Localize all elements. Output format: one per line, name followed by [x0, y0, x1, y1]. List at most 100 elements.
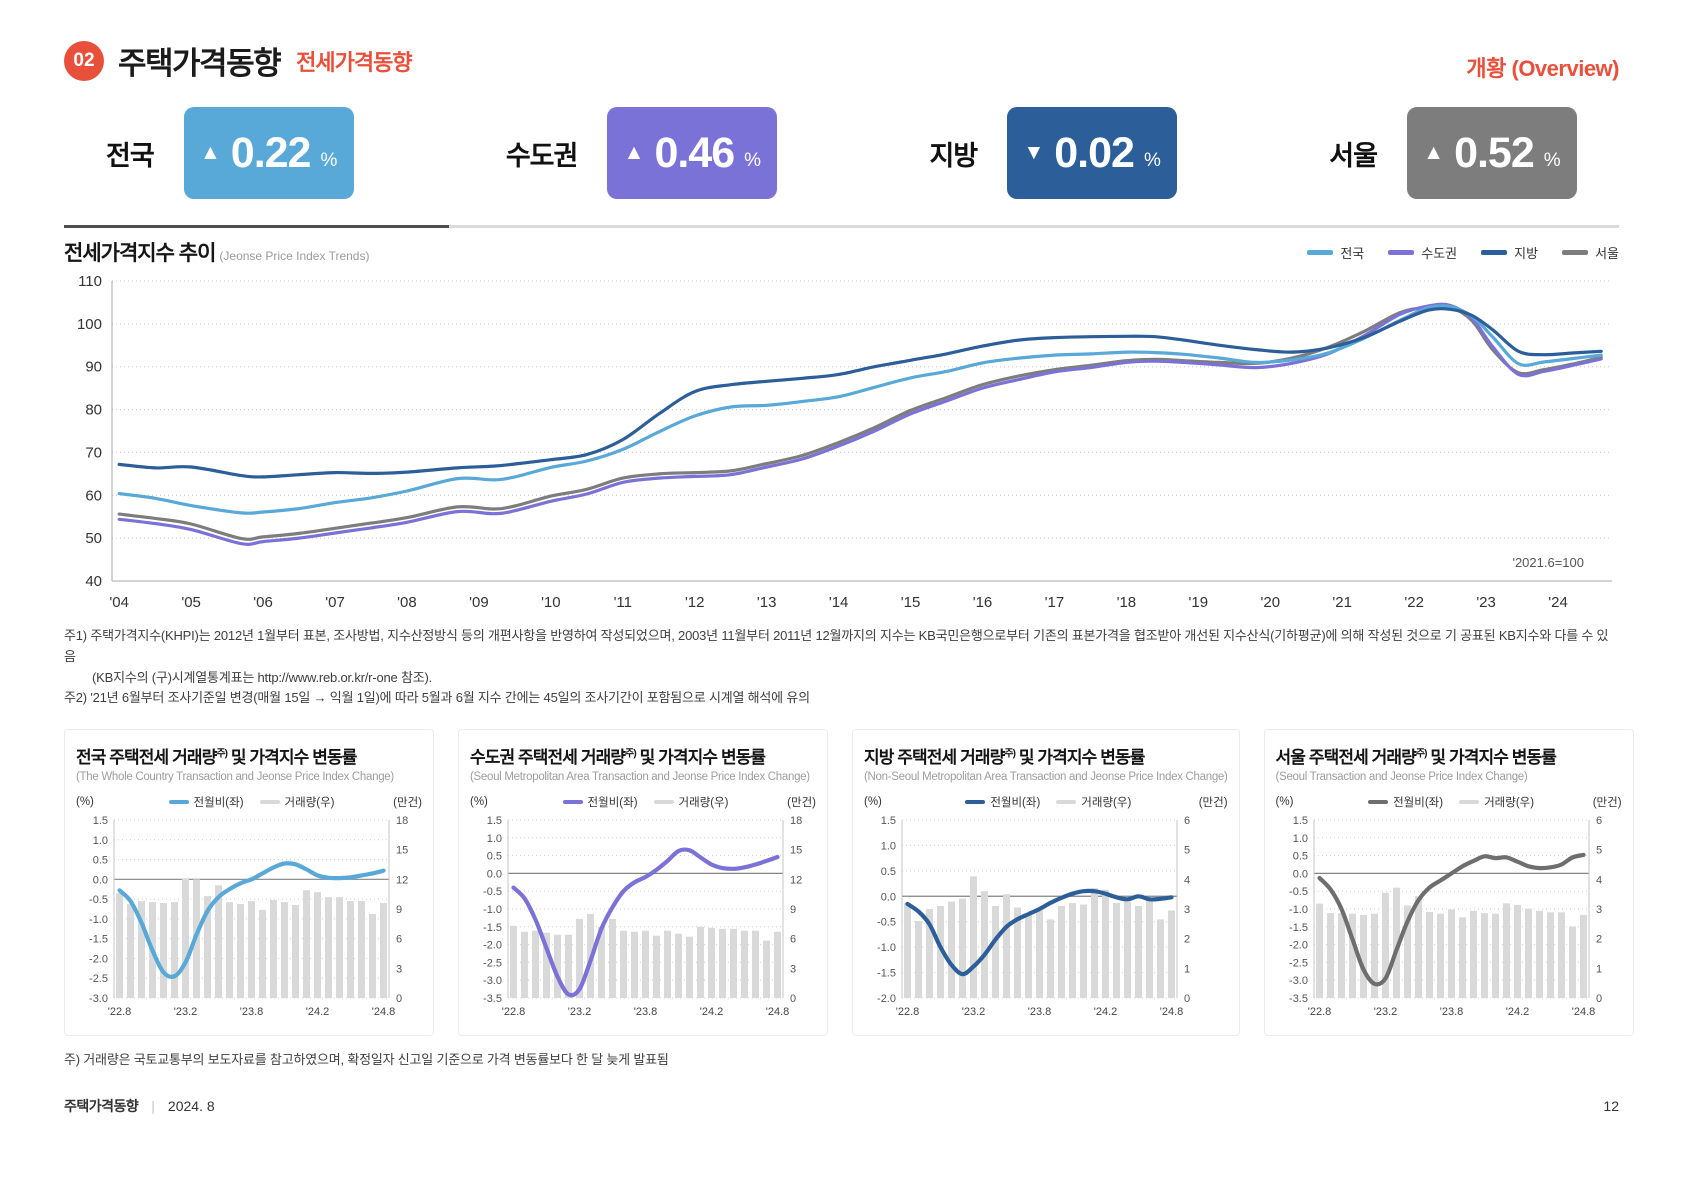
- percent-unit: %: [1143, 150, 1161, 171]
- svg-text:12: 12: [790, 875, 802, 887]
- svg-text:'22: '22: [1404, 594, 1424, 611]
- legend-item-bar: 거래량(우): [1056, 794, 1131, 810]
- svg-text:'24.2: '24.2: [1094, 1006, 1118, 1018]
- svg-text:'24.2: '24.2: [700, 1006, 724, 1018]
- svg-text:'10: '10: [541, 594, 561, 611]
- svg-text:-2.0: -2.0: [877, 993, 896, 1005]
- svg-text:'18: '18: [1117, 594, 1137, 611]
- mini-panel-national: 전국 주택전세 거래량주) 및 가격지수 변동률 (The Whole Coun…: [64, 729, 434, 1037]
- mini-legend: (%) 전월비(좌) 거래량(우) (만건): [864, 794, 1228, 810]
- svg-text:6: 6: [790, 934, 796, 946]
- svg-text:1.5: 1.5: [93, 815, 108, 827]
- svg-text:-1.0: -1.0: [483, 904, 502, 916]
- line-swatch-icon: [168, 800, 189, 805]
- svg-text:90: 90: [85, 359, 102, 376]
- stat-value-box: ▲ 0.22 %: [183, 107, 354, 199]
- header-left: 02 주택가격동향 전세가격동향: [64, 38, 413, 83]
- svg-text:-3.0: -3.0: [1289, 975, 1308, 987]
- svg-text:'23.2: '23.2: [174, 1006, 198, 1018]
- svg-text:0.5: 0.5: [1292, 851, 1307, 863]
- svg-text:'22.8: '22.8: [502, 1006, 526, 1018]
- mini-subtitle: (Seoul Metropolitan Area Transaction and…: [470, 771, 810, 784]
- svg-text:0.5: 0.5: [881, 866, 896, 878]
- line-swatch-icon: [562, 800, 583, 805]
- bar-swatch-icon: [1056, 800, 1077, 805]
- stat-value-box: ▲ 0.52 %: [1406, 107, 1577, 199]
- left-axis-unit: (%): [1275, 796, 1294, 809]
- mini-panel-provincial: 지방 주택전세 거래량주) 및 가격지수 변동률 (Non-Seoul Metr…: [852, 729, 1240, 1037]
- svg-text:12: 12: [396, 875, 408, 887]
- svg-text:-0.5: -0.5: [483, 886, 502, 898]
- svg-text:'2021.6=100: '2021.6=100: [1512, 555, 1584, 570]
- svg-text:6: 6: [396, 934, 402, 946]
- left-axis-unit: (%): [864, 796, 882, 809]
- svg-text:100: 100: [77, 316, 102, 333]
- footer-date: 2024. 8: [167, 1098, 215, 1115]
- stat-label: 수도권: [505, 140, 579, 171]
- section-number-badge: 02: [64, 40, 104, 81]
- svg-text:6: 6: [1184, 815, 1190, 827]
- legend-item: 서울: [1562, 243, 1619, 262]
- svg-text:'16: '16: [973, 594, 993, 611]
- legend-swatch-icon: [1481, 249, 1508, 255]
- svg-text:'09: '09: [469, 594, 489, 611]
- svg-text:110: 110: [78, 273, 102, 290]
- svg-text:'15: '15: [901, 594, 921, 611]
- percent-unit: %: [320, 150, 338, 171]
- svg-text:'23.2: '23.2: [962, 1006, 986, 1018]
- mini-chart-provincial: 1.5 1.0 0.5 0.0 -0.5 -1.0 -1.5 -2.0 6 5 4 3 2 1 0 '22.8…: [864, 810, 1228, 1029]
- svg-text:'07: '07: [325, 594, 345, 611]
- index-section-header: 전세가격지수 추이 (Jeonse Price Index Trends) 전국 수…: [64, 237, 1619, 267]
- stat-provincial: 지방 ▼ 0.02 %: [929, 107, 1178, 199]
- svg-text:60: 60: [85, 487, 102, 504]
- mini-subtitle: (The Whole Country Transaction and Jeons…: [76, 771, 394, 784]
- svg-text:-2.0: -2.0: [483, 940, 502, 952]
- stat-value-box: ▲ 0.46 %: [607, 107, 778, 199]
- svg-text:9: 9: [396, 904, 402, 916]
- legend-item: 전국: [1307, 243, 1364, 262]
- stat-seoul: 서울 ▲ 0.52 %: [1329, 107, 1577, 199]
- svg-text:'24: '24: [1548, 594, 1568, 611]
- svg-text:-1.0: -1.0: [89, 914, 108, 926]
- legend-item-line: 전월비(좌): [1368, 794, 1443, 810]
- right-axis-unit: (만건): [787, 797, 816, 810]
- bar-swatch-icon: [1459, 800, 1480, 805]
- page-title: 주택가격동향: [118, 46, 282, 81]
- svg-text:-2.0: -2.0: [89, 954, 108, 966]
- legend-label: 서울: [1595, 245, 1619, 261]
- svg-text:'19: '19: [1189, 594, 1209, 611]
- legend-label: 지방: [1514, 245, 1539, 261]
- svg-text:'22.8: '22.8: [896, 1006, 920, 1018]
- up-arrow-icon: ▲: [623, 141, 645, 164]
- up-arrow-icon: ▲: [199, 141, 221, 164]
- svg-text:1.5: 1.5: [881, 815, 896, 827]
- svg-text:-2.5: -2.5: [483, 958, 502, 970]
- stats-row: 전국 ▲ 0.22 % 수도권 ▲ 0.46 % 지방 ▼ 0.02 % 서: [64, 107, 1619, 199]
- svg-text:3: 3: [1596, 904, 1602, 916]
- mini-chart-metropolitan: 1.5 1.0 0.5 0.0 -0.5 -1.0 -1.5 -2.0 -2.5 -3.0 -3.5…: [470, 810, 816, 1029]
- mini-title: 전국 주택전세 거래량주) 및 가격지수 변동률: [76, 748, 357, 768]
- svg-text:'23.8: '23.8: [1028, 1006, 1052, 1018]
- legend-swatch-icon: [1388, 249, 1415, 255]
- svg-text:-2.5: -2.5: [89, 973, 108, 985]
- stat-value-box: ▼ 0.02 %: [1007, 107, 1178, 199]
- svg-text:0.0: 0.0: [1292, 869, 1307, 881]
- svg-text:'22.8: '22.8: [1307, 1006, 1331, 1018]
- svg-text:9: 9: [790, 904, 796, 916]
- stat-label: 서울: [1329, 140, 1378, 171]
- legend-label: 전국: [1340, 245, 1365, 261]
- svg-text:'14: '14: [829, 594, 849, 611]
- stat-label: 전국: [106, 140, 155, 171]
- svg-text:'08: '08: [397, 594, 417, 611]
- svg-text:'24.8: '24.8: [766, 1006, 790, 1018]
- svg-text:1.0: 1.0: [93, 835, 108, 847]
- mini-title: 수도권 주택전세 거래량주) 및 가격지수 변동률: [470, 748, 766, 768]
- line-swatch-icon: [965, 800, 986, 805]
- svg-text:3: 3: [790, 964, 796, 976]
- mini-title: 서울 주택전세 거래량주) 및 가격지수 변동률: [1275, 748, 1557, 768]
- legend-item: 지방: [1481, 243, 1538, 262]
- footnote-2: 주2) '21년 6월부터 조사기준일 변경(매월 15일 → 익월 1일)에 …: [64, 690, 810, 706]
- svg-text:-3.5: -3.5: [1289, 993, 1308, 1005]
- svg-text:1: 1: [1184, 964, 1190, 976]
- percent-unit: %: [1543, 150, 1561, 171]
